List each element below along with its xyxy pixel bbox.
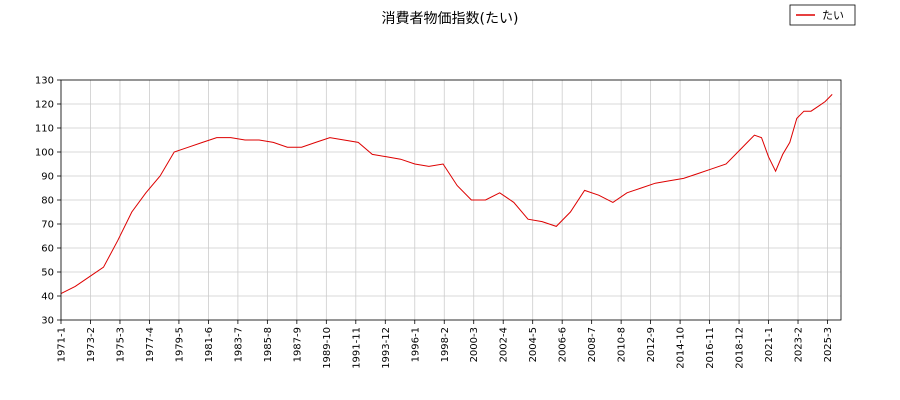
x-axis-ticks: 1971-1 1973-2 1975-3 1977-4 1979-5 1981-6 1983… [57, 320, 834, 369]
x-tick-label: 1989-10 [322, 327, 333, 369]
x-tick-label: 1983-7 [233, 327, 244, 362]
series-line [60, 94, 833, 295]
x-tick-label: 2004-5 [528, 327, 539, 362]
x-tick-label: 2021-1 [764, 327, 775, 362]
y-axis-ticks: 30 40 50 60 70 80 90 100 110 120 130 [35, 76, 61, 327]
legend-box [789, 4, 856, 26]
x-tick-label: 1993-12 [381, 327, 392, 369]
y-tick-label: 130 [35, 76, 54, 87]
x-tick-label: 2014-10 [676, 327, 687, 369]
y-tick-label: 120 [35, 100, 54, 111]
y-tick-label: 70 [41, 220, 54, 231]
chart-title: 消費者物価指数(たい) [382, 11, 519, 27]
series-layer [60, 94, 833, 295]
y-tick-label: 40 [41, 292, 54, 303]
x-tick-label: 2025-3 [823, 327, 834, 362]
x-tick-label: 1991-11 [351, 327, 362, 369]
y-tick-label: 110 [35, 124, 54, 135]
x-tick-label: 1996-1 [410, 327, 421, 362]
x-tick-label: 1979-5 [174, 327, 185, 362]
y-tick-label: 50 [41, 268, 54, 279]
x-tick-label: 2008-7 [587, 327, 598, 362]
x-tick-label: 2000-3 [469, 327, 480, 362]
legend-label: たい [822, 9, 844, 22]
x-tick-label: 1971-1 [57, 327, 68, 362]
y-tick-label: 100 [35, 148, 54, 159]
x-tick-label: 2023-2 [794, 327, 805, 362]
x-tick-label: 1975-3 [115, 327, 126, 362]
x-tick-label: 2006-6 [558, 327, 569, 362]
x-tick-label: 1973-2 [86, 327, 97, 362]
y-tick-label: 80 [41, 196, 54, 207]
y-tick-label: 60 [41, 244, 54, 255]
x-tick-label: 2012-9 [646, 327, 657, 362]
x-tick-label: 2002-4 [499, 327, 510, 362]
legend: たい [789, 4, 856, 26]
plot-frame [60, 79, 842, 321]
x-tick-label: 1977-4 [145, 327, 156, 362]
x-tick-label: 2016-11 [705, 327, 716, 369]
x-tick-label: 2010-8 [617, 327, 628, 362]
x-tick-label: 1998-2 [440, 327, 451, 362]
y-tick-label: 30 [41, 316, 54, 327]
y-tick-label: 90 [41, 172, 54, 183]
x-tick-label: 1985-8 [263, 327, 274, 362]
x-tick-label: 1987-9 [292, 327, 303, 362]
x-tick-label: 1981-6 [204, 327, 215, 362]
x-tick-label: 2018-12 [735, 327, 746, 369]
